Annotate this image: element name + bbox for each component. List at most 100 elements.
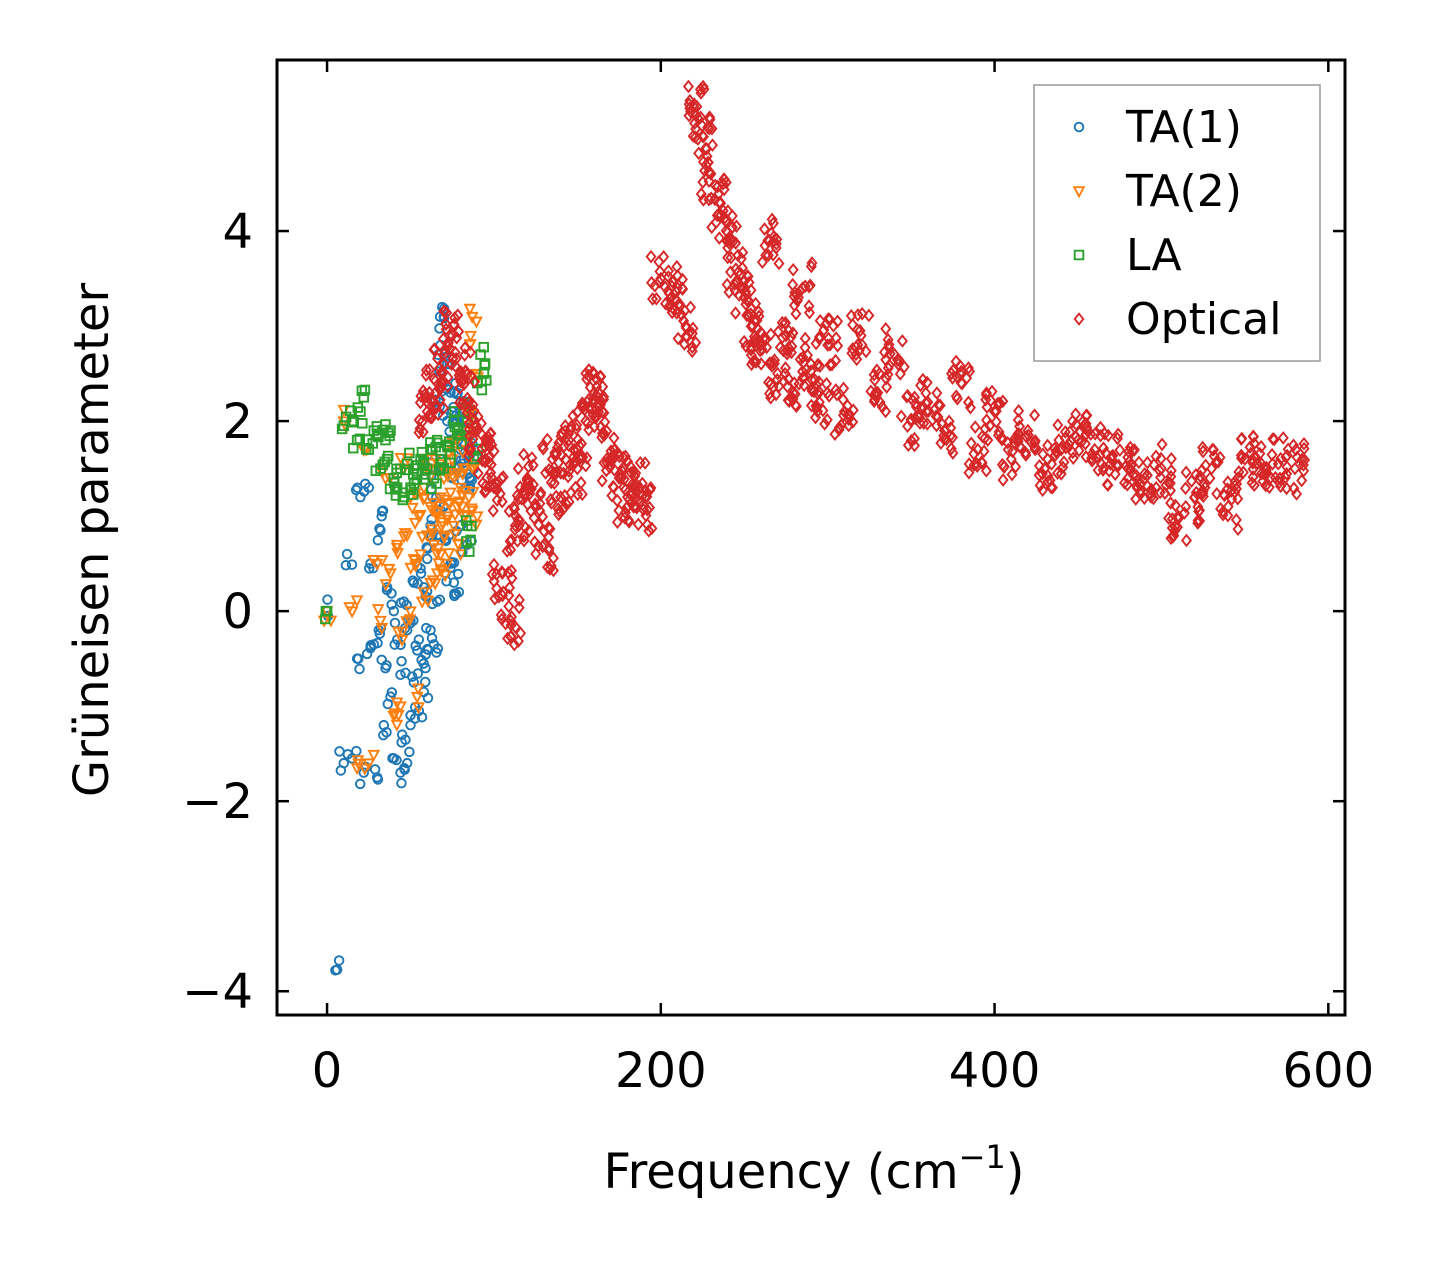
point-la <box>444 441 455 453</box>
point-optical <box>1192 516 1204 530</box>
point-optical <box>880 321 892 336</box>
point-optical <box>503 504 515 518</box>
point-optical <box>980 386 993 400</box>
point-optical <box>608 463 620 477</box>
point-optical <box>787 386 799 400</box>
point-la <box>358 392 370 403</box>
point-optical <box>737 245 749 260</box>
point-optical <box>703 174 715 189</box>
point-optical <box>851 322 863 337</box>
point-optical <box>576 487 588 502</box>
point-optical <box>582 416 594 430</box>
point-optical <box>934 398 946 413</box>
point-ta2 <box>462 492 476 505</box>
point-optical <box>798 378 810 393</box>
point-optical <box>555 490 567 504</box>
point-optical <box>1081 424 1093 438</box>
point-optical <box>896 334 908 348</box>
point-ta1 <box>382 698 394 710</box>
point-optical <box>1244 440 1256 455</box>
point-optical <box>505 618 517 632</box>
point-optical <box>459 376 471 390</box>
point-optical <box>420 368 432 382</box>
point-ta2 <box>426 575 440 588</box>
legend-markers <box>1072 121 1086 326</box>
point-ta2 <box>435 517 449 530</box>
point-ta1 <box>354 778 366 790</box>
point-optical <box>777 343 789 358</box>
point-optical <box>1217 504 1229 519</box>
point-optical <box>943 414 955 429</box>
point-optical <box>587 365 599 380</box>
point-optical <box>1298 436 1310 451</box>
point-optical <box>1079 436 1091 451</box>
point-optical <box>1012 413 1024 427</box>
point-optical <box>853 343 865 358</box>
point-optical <box>1165 463 1177 478</box>
point-optical <box>1155 451 1167 466</box>
point-ta1 <box>401 757 413 769</box>
point-ta1 <box>353 653 364 665</box>
point-ta2 <box>454 482 467 495</box>
point-optical <box>662 264 674 278</box>
point-optical <box>1296 473 1308 488</box>
point-optical <box>1046 457 1058 471</box>
point-optical <box>711 208 723 223</box>
point-ta1 <box>452 568 464 580</box>
point-optical <box>641 489 653 504</box>
point-optical <box>468 419 481 434</box>
point-ta2 <box>440 514 454 527</box>
y-tick-label: −4 <box>182 964 253 1020</box>
point-optical <box>506 610 518 624</box>
point-optical <box>902 438 914 453</box>
point-optical <box>493 589 505 604</box>
point-optical <box>790 306 802 321</box>
point-ta1 <box>381 660 392 671</box>
point-optical <box>596 473 608 488</box>
point-optical <box>706 121 718 136</box>
point-la <box>404 447 415 459</box>
point-optical <box>923 404 935 418</box>
point-optical <box>1163 511 1175 526</box>
point-optical <box>555 466 567 480</box>
point-ta2 <box>403 614 417 627</box>
point-optical <box>748 329 760 344</box>
point-optical <box>852 308 864 322</box>
point-optical <box>1232 522 1244 537</box>
point-ta2 <box>456 468 470 481</box>
point-optical <box>591 380 603 394</box>
x-tick-label: 600 <box>1283 1043 1375 1099</box>
point-la <box>367 438 378 449</box>
x-axis-title-superscript: −1 <box>959 1138 1006 1176</box>
point-optical <box>759 238 771 253</box>
point-optical <box>543 541 555 555</box>
point-optical <box>1073 443 1085 458</box>
point-optical <box>1239 452 1251 466</box>
point-optical <box>1168 528 1180 542</box>
point-ta1 <box>421 622 432 634</box>
point-optical <box>449 359 461 373</box>
point-optical <box>710 215 722 230</box>
point-optical <box>605 454 617 468</box>
point-optical <box>560 496 572 511</box>
point-optical <box>1080 416 1092 431</box>
point-optical <box>1033 468 1045 482</box>
point-ta2 <box>452 539 465 552</box>
point-optical <box>753 309 765 324</box>
point-la <box>397 494 409 506</box>
point-optical <box>782 393 794 408</box>
point-optical <box>503 580 516 595</box>
point-optical <box>735 251 747 266</box>
point-optical <box>894 367 906 381</box>
point-optical <box>505 629 517 644</box>
point-ta1 <box>354 663 365 675</box>
point-optical <box>779 361 792 375</box>
point-optical <box>1166 512 1178 526</box>
point-ta2 <box>367 749 381 762</box>
point-ta2 <box>405 502 419 515</box>
point-optical <box>624 459 636 474</box>
point-optical <box>704 166 716 180</box>
point-optical <box>946 430 959 445</box>
point-optical <box>805 398 817 413</box>
point-ta1 <box>416 711 428 723</box>
